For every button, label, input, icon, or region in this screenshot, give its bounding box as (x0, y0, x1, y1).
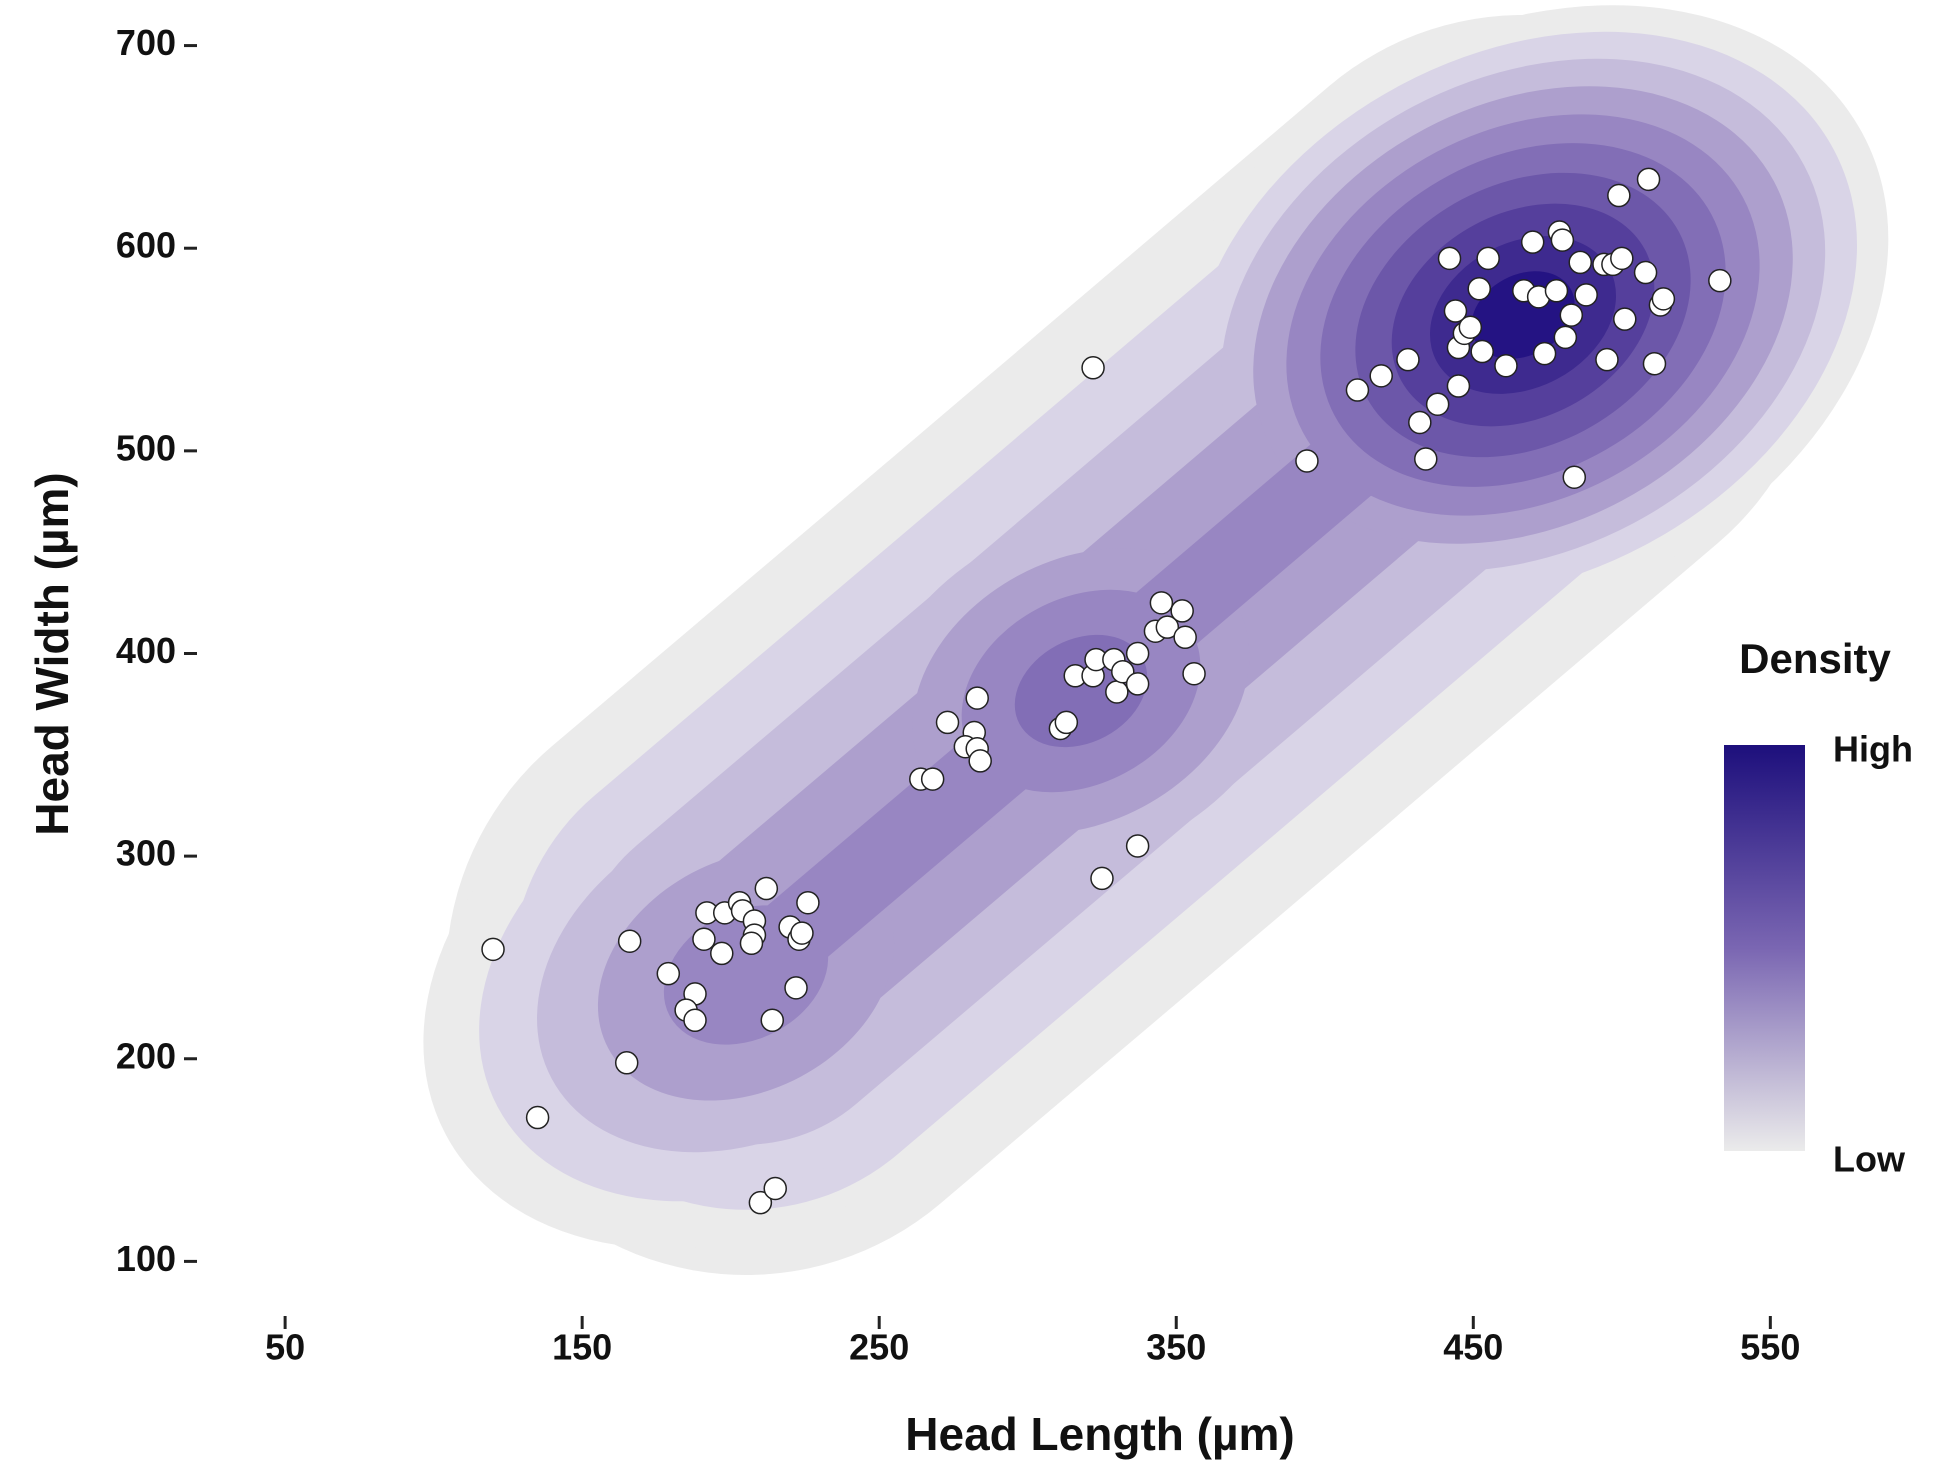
point (614, 1051, 639, 1075)
point (1105, 680, 1129, 704)
point (1090, 866, 1114, 891)
x-tick-label: 250 (849, 1327, 909, 1368)
point (692, 927, 716, 951)
points (481, 167, 1732, 1215)
y-tick-label: 200 (116, 1035, 176, 1076)
point (1054, 710, 1079, 735)
y-tick-label: 600 (116, 225, 176, 266)
x-axis-title: Head Length (µm) (905, 1408, 1294, 1460)
point (1081, 356, 1105, 380)
y-tick-label: 500 (116, 427, 176, 468)
y-tick-label: 700 (116, 22, 176, 63)
point (1170, 599, 1194, 623)
x-tick-label: 550 (1740, 1327, 1800, 1368)
point (1633, 260, 1658, 285)
point (1613, 307, 1637, 331)
point (1532, 341, 1557, 366)
x-tick-label: 50 (265, 1327, 305, 1368)
point (656, 961, 681, 986)
point (1345, 378, 1370, 402)
point (1125, 672, 1150, 696)
point (1520, 230, 1545, 254)
point (1559, 303, 1584, 327)
point (1470, 339, 1494, 364)
y-tick-label: 100 (116, 1238, 176, 1279)
point (1544, 279, 1569, 303)
point (1610, 246, 1634, 271)
point (1636, 167, 1661, 192)
point (683, 1008, 707, 1033)
point (1642, 351, 1667, 376)
legend-title: Density (1739, 635, 1891, 682)
point (1553, 325, 1578, 350)
point (1125, 641, 1150, 666)
point (617, 929, 642, 953)
point (1182, 662, 1206, 686)
point (1476, 246, 1500, 271)
point (1443, 299, 1468, 323)
point (1550, 228, 1575, 252)
point (1574, 283, 1598, 307)
point (710, 941, 734, 966)
point (1651, 287, 1676, 311)
point (968, 749, 992, 773)
point (1149, 591, 1174, 615)
point (920, 767, 945, 791)
point (1595, 347, 1619, 372)
density-contours (423, 5, 1889, 1275)
point (796, 890, 820, 915)
point (525, 1105, 550, 1130)
point (1173, 625, 1197, 650)
point (965, 686, 989, 710)
point (1408, 410, 1432, 435)
legend-colorbar (1724, 745, 1805, 1151)
y-tick-label: 300 (116, 833, 176, 874)
point (1607, 183, 1631, 208)
point (1155, 615, 1180, 639)
point (784, 976, 808, 1000)
point (1369, 364, 1393, 388)
point (763, 1176, 787, 1201)
point (1437, 246, 1462, 271)
point (1467, 276, 1491, 301)
point (760, 1008, 785, 1033)
point (754, 876, 779, 901)
legend-label: Low (1833, 1139, 1906, 1180)
point (1414, 447, 1438, 471)
point (1425, 392, 1450, 416)
legend-label: High (1833, 729, 1913, 770)
point (1458, 315, 1483, 339)
point (748, 1190, 773, 1215)
point (1295, 449, 1319, 473)
x-tick-label: 450 (1443, 1327, 1503, 1368)
point (739, 931, 764, 956)
y-axis-title: Head Width (µm) (26, 472, 78, 835)
point (790, 921, 814, 945)
y-tick-label: 400 (116, 630, 176, 671)
point (1568, 250, 1592, 275)
point (1562, 465, 1587, 489)
point (1396, 347, 1420, 372)
point (935, 710, 960, 735)
point (1494, 353, 1518, 378)
point (1125, 834, 1150, 858)
x-tick-label: 350 (1146, 1327, 1206, 1368)
point (481, 937, 505, 962)
point (1708, 268, 1732, 293)
point (1446, 374, 1471, 398)
x-tick-label: 150 (552, 1327, 612, 1368)
